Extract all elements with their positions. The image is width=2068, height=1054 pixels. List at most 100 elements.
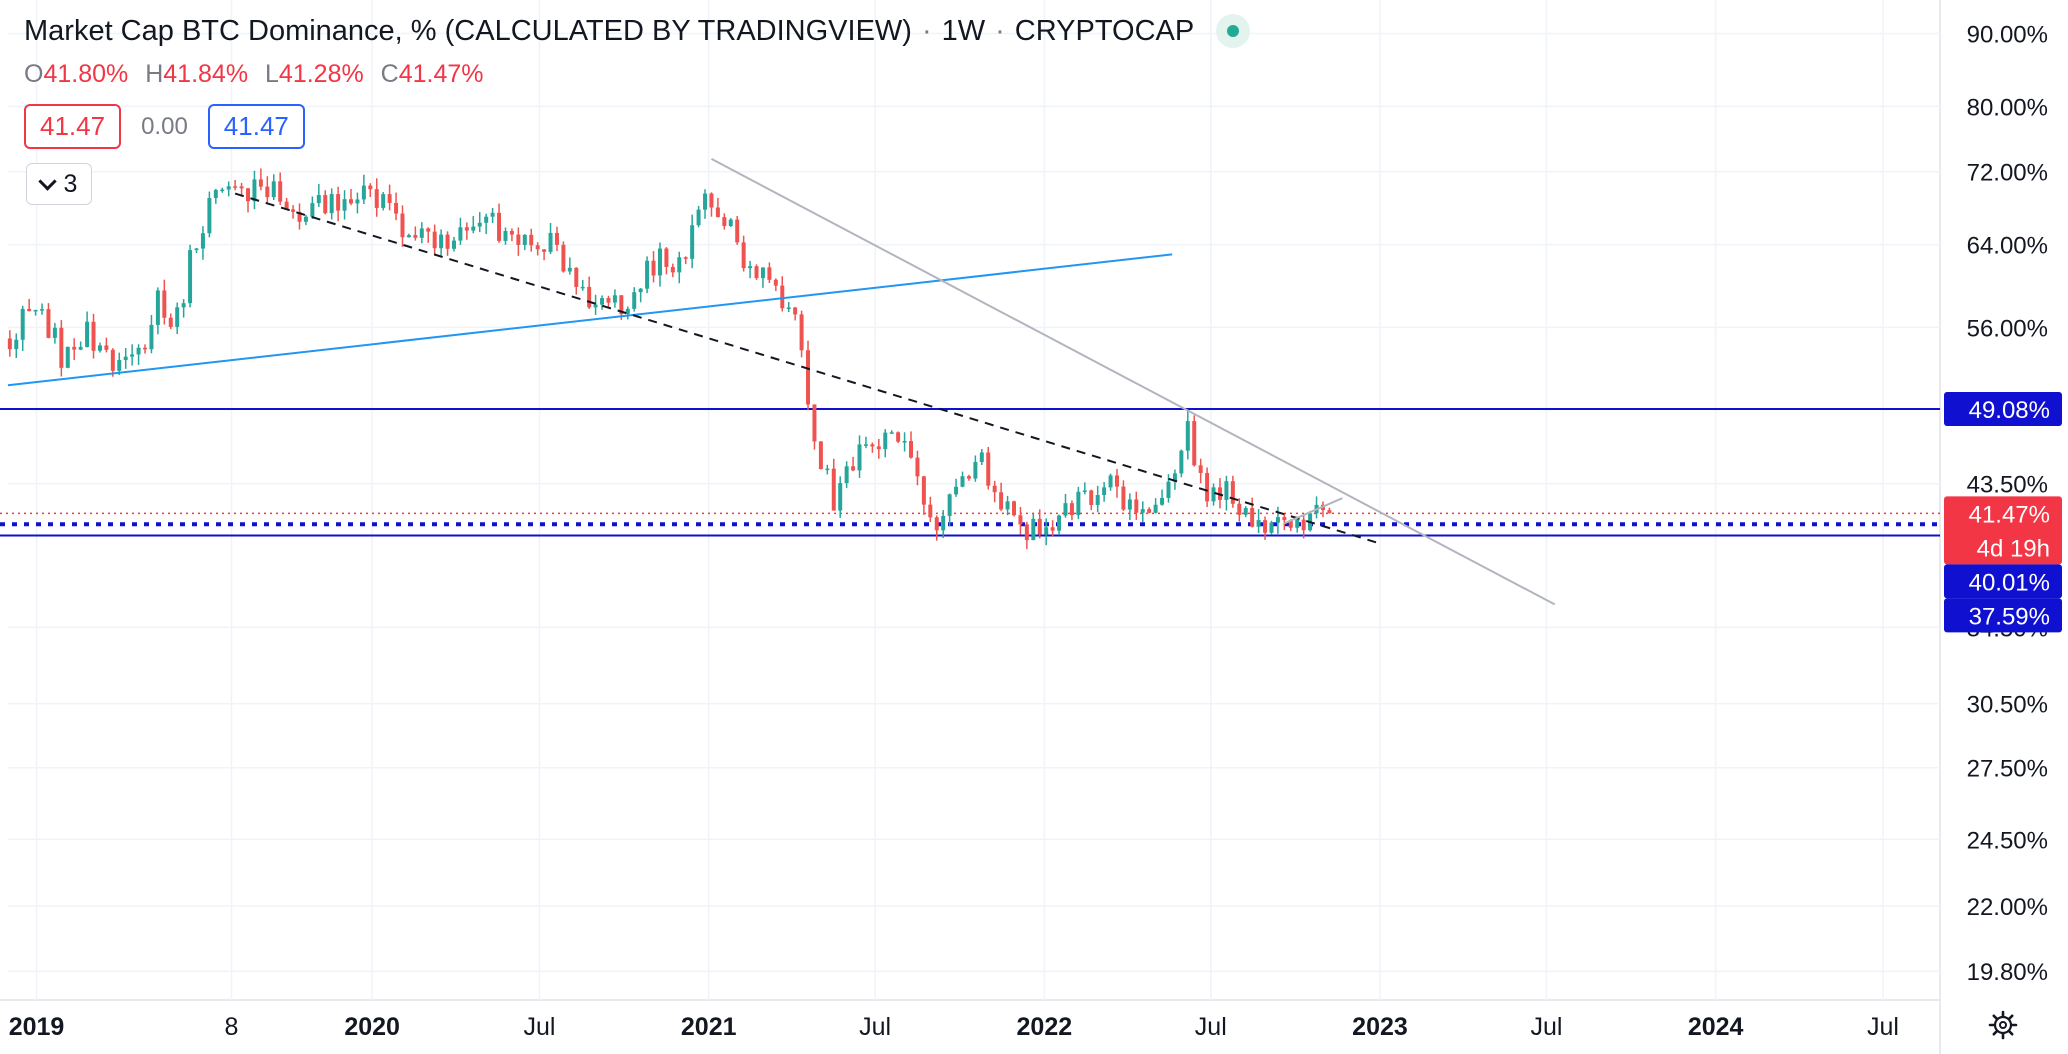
- interval-label[interactable]: 1W: [941, 14, 986, 47]
- high-label: H: [145, 60, 164, 88]
- candle-body: [593, 304, 598, 308]
- candle-body: [361, 185, 366, 200]
- candle-body: [600, 298, 605, 305]
- candle-body: [1166, 481, 1171, 498]
- candle-body: [1269, 522, 1274, 533]
- candle-body: [728, 219, 733, 227]
- candle-body: [1160, 497, 1165, 505]
- candle-body: [406, 235, 411, 238]
- candle-body: [207, 198, 212, 234]
- candle-body: [503, 230, 508, 241]
- candle-body: [715, 207, 720, 218]
- buy-price-box[interactable]: 41.47: [207, 104, 305, 149]
- candle-body: [657, 248, 662, 276]
- y-tick-label: 27.50%: [1967, 756, 2048, 783]
- candle-body: [651, 260, 656, 276]
- candle-body: [786, 307, 791, 309]
- candle-body: [394, 202, 399, 214]
- candle-body: [104, 345, 109, 350]
- candle-body: [722, 217, 727, 227]
- candle-body: [1211, 487, 1216, 502]
- candle-body: [426, 228, 431, 232]
- x-tick-label: Jul: [1867, 1013, 1899, 1041]
- sell-price-box[interactable]: 41.47: [24, 104, 122, 149]
- candle-body: [1031, 518, 1036, 541]
- candle-body: [458, 227, 463, 241]
- candle-body: [271, 181, 276, 198]
- ascending-trendline: [7, 253, 1173, 387]
- candle-body: [477, 222, 482, 227]
- candle-body: [960, 476, 965, 487]
- candle-body: [844, 466, 849, 484]
- candle-body: [451, 240, 456, 249]
- candle-body: [696, 209, 701, 226]
- candle-body: [818, 441, 823, 469]
- candle-body: [799, 314, 804, 351]
- candle-body: [368, 185, 373, 190]
- y-tick-label: 72.00%: [1967, 160, 2048, 187]
- candle-body: [400, 213, 405, 238]
- candle-body: [188, 250, 193, 304]
- candle-body: [46, 309, 51, 338]
- candle-body: [1024, 524, 1029, 541]
- candle-body: [883, 432, 888, 450]
- candle-body: [709, 193, 714, 208]
- trendlines: [7, 158, 1556, 606]
- candle-body: [1282, 517, 1287, 521]
- y-tick-label: 90.00%: [1967, 21, 2048, 48]
- candle-body: [587, 286, 592, 308]
- x-tick-label: Jul: [859, 1013, 891, 1041]
- candle-body: [870, 444, 875, 447]
- candle-body: [194, 248, 199, 251]
- candle-body: [1263, 520, 1268, 533]
- candle-body: [85, 321, 90, 347]
- candle-body: [1057, 515, 1062, 531]
- candle-body: [374, 189, 379, 208]
- candle-body: [889, 432, 894, 434]
- candle-body: [909, 441, 914, 458]
- candle-body: [1063, 503, 1068, 516]
- candle-body: [941, 515, 946, 531]
- close-label: C: [380, 60, 399, 88]
- x-tick-label: Jul: [524, 1013, 556, 1041]
- price-label: 49.08%: [1969, 397, 2050, 424]
- candle-body: [703, 193, 708, 210]
- candle-body: [252, 179, 257, 202]
- x-tick-label: 2022: [1017, 1013, 1073, 1041]
- candle-body: [645, 260, 650, 289]
- candle-body: [529, 234, 534, 246]
- price-labels: 49.08% 41.47% 4d 19h 40.01% 37.59%: [1944, 392, 2062, 633]
- candle-body: [1230, 481, 1235, 504]
- x-tick-label: 8: [225, 1013, 239, 1041]
- candle-body: [33, 309, 38, 312]
- candle-body: [1153, 504, 1158, 513]
- candle-body: [554, 232, 559, 245]
- candle-body: [329, 194, 334, 214]
- candle-body: [542, 249, 547, 252]
- candle-body: [612, 295, 617, 303]
- candle-body: [1192, 421, 1197, 466]
- price-label-bg: [1944, 496, 2062, 565]
- candle-body: [284, 201, 289, 210]
- symbol-title[interactable]: Market Cap BTC Dominance, % (CALCULATED …: [24, 14, 912, 47]
- candle-body: [677, 257, 682, 273]
- candle-body: [1288, 520, 1293, 528]
- candle-body: [947, 494, 952, 516]
- candle-body: [27, 308, 32, 312]
- candle-body: [336, 194, 341, 211]
- open-label: O: [24, 60, 44, 88]
- open-value: 41.80%: [43, 60, 129, 88]
- gear-icon[interactable]: [1988, 1010, 2018, 1040]
- candle-body: [754, 266, 759, 279]
- x-tick-label: 2024: [1688, 1013, 1744, 1041]
- candle-body: [548, 232, 553, 252]
- candle-body: [535, 245, 540, 250]
- candle-body: [806, 350, 811, 405]
- collapse-indicators-button[interactable]: 3: [26, 163, 92, 205]
- candle-body: [683, 257, 688, 259]
- candle-body: [1237, 503, 1242, 515]
- candle-body: [130, 354, 135, 357]
- price-label-bg: [1944, 564, 2062, 599]
- candle-body: [780, 285, 785, 309]
